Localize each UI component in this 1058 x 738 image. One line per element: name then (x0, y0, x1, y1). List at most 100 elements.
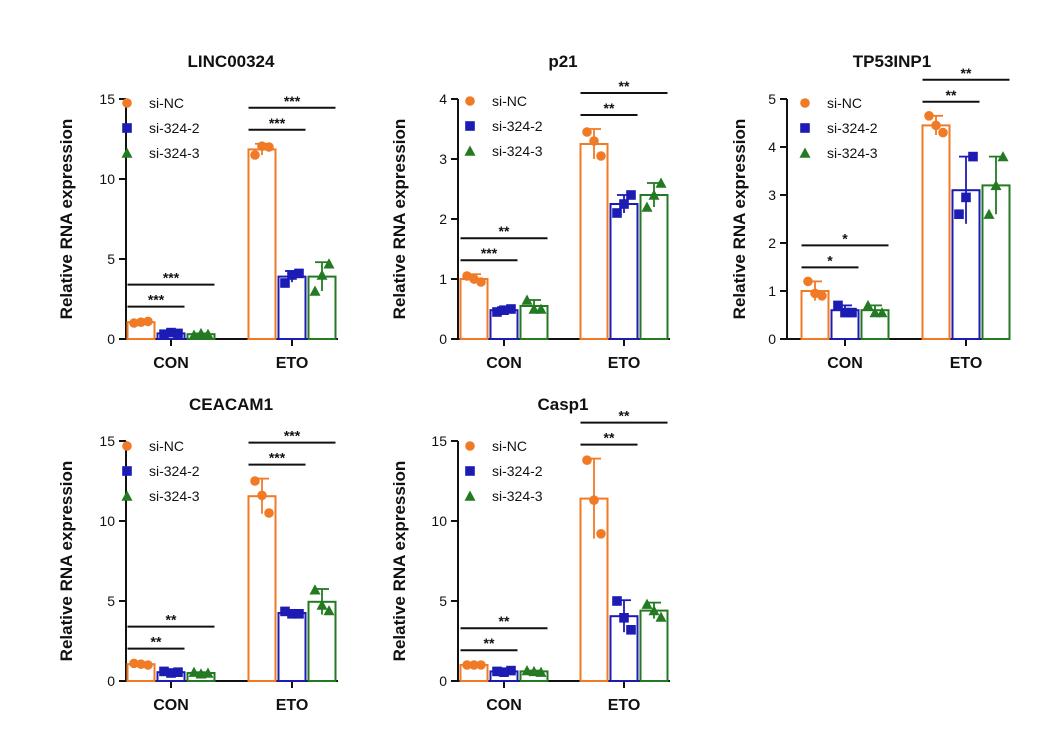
legend-label: si-324-3 (149, 145, 200, 161)
legend-label: si-NC (827, 95, 862, 111)
significance-label: *** (481, 245, 498, 261)
data-point (876, 307, 888, 318)
chart-panel-casp1: Casp1 Relative RNA expression 0 5 10 15 CON ETO… (390, 395, 670, 714)
data-point (847, 307, 857, 318)
legend-marker (122, 441, 132, 451)
data-point (589, 495, 599, 506)
data-point (257, 141, 267, 151)
data-point (983, 208, 995, 219)
data-point (655, 611, 667, 622)
data-point (492, 666, 502, 677)
data-point (626, 190, 636, 200)
y-tick-label: 3 (439, 151, 447, 167)
data-point (528, 665, 540, 677)
y-tick-label: 3 (768, 187, 776, 203)
y-tick-label: 0 (439, 673, 447, 689)
data-point (499, 305, 509, 315)
chart-title: CEACAM1 (189, 395, 273, 414)
legend-marker (464, 490, 476, 501)
data-point (129, 658, 139, 669)
bar-si-NC-ETO (921, 124, 951, 341)
bar-si-324-3-ETO (639, 194, 669, 340)
x-tick-label: CON (153, 697, 189, 714)
significance-label: *** (148, 292, 165, 308)
bar-si-NC-ETO (247, 495, 277, 683)
chart-title: p21 (548, 52, 577, 71)
significance-label: ** (961, 65, 972, 81)
data-point (961, 192, 971, 203)
bar-si-324-3-ETO (639, 609, 669, 682)
data-point (250, 476, 260, 486)
significance-label: * (842, 230, 848, 246)
y-axis-label: Relative RNA expression (57, 119, 76, 320)
data-point (264, 142, 274, 152)
y-tick-label: 4 (768, 139, 776, 155)
data-point (143, 660, 153, 670)
data-point (833, 300, 843, 311)
significance-label: ** (166, 612, 177, 628)
data-point (641, 201, 653, 212)
chart-panel-linc00324: LINC00324 Relative RNA expression 0 5 10 15 CO… (57, 52, 338, 372)
significance-label: ** (604, 100, 615, 116)
legend-marker (121, 490, 133, 501)
significance-label: ** (604, 430, 615, 446)
legend-label: si-324-3 (492, 143, 543, 159)
data-point (626, 625, 636, 635)
bar-si-324-2-ETO (277, 612, 307, 682)
data-point (499, 667, 509, 677)
data-point (280, 278, 290, 288)
data-point (323, 605, 335, 616)
legend-label: si-324-2 (492, 463, 543, 479)
data-point (264, 508, 274, 518)
data-point (990, 179, 1002, 191)
legend-label: si-324-2 (827, 120, 878, 136)
data-point (596, 151, 606, 161)
data-point (924, 111, 934, 121)
legend-marker (465, 96, 475, 106)
legend-label: si-NC (492, 438, 527, 454)
data-point (582, 455, 592, 466)
y-axis-label: Relative RNA expression (390, 461, 409, 662)
significance-label: * (827, 252, 833, 268)
y-tick-label: 0 (107, 673, 115, 689)
data-point (506, 665, 516, 676)
x-tick-label: ETO (950, 355, 983, 372)
legend-marker (799, 147, 811, 158)
data-point (931, 120, 941, 131)
chart-title: Casp1 (537, 395, 588, 414)
x-tick-label: CON (153, 355, 189, 372)
significance-label: *** (163, 270, 180, 286)
bar-si-NC-CON (459, 278, 489, 340)
data-point (129, 318, 139, 328)
legend-label: si-324-2 (149, 463, 200, 479)
data-point (492, 307, 502, 317)
data-point (612, 596, 622, 606)
data-point (309, 285, 321, 296)
data-point (173, 328, 183, 339)
data-point (810, 288, 820, 299)
data-point (136, 317, 146, 328)
data-point (294, 268, 304, 279)
y-tick-label: 15 (99, 91, 115, 107)
x-tick-label: CON (486, 697, 522, 714)
x-tick-label: CON (827, 355, 863, 372)
significance-label: ** (151, 634, 162, 650)
y-tick-label: 10 (99, 171, 115, 187)
data-point (287, 270, 297, 280)
y-axis-label: Relative RNA expression (390, 119, 409, 320)
legend-marker (122, 466, 132, 476)
data-point (862, 299, 874, 311)
x-tick-label: ETO (276, 697, 309, 714)
data-point (582, 127, 592, 137)
data-point (294, 609, 304, 619)
chart-panel-ceacam1: CEACAM1 Relative RNA expression 0 5 10 15 CON E… (57, 395, 338, 714)
significance-label: ** (946, 87, 957, 103)
legend-label: si-324-3 (492, 488, 543, 504)
x-tick-label: CON (486, 355, 522, 372)
x-tick-label: ETO (608, 697, 641, 714)
data-point (840, 307, 850, 318)
legend-marker (122, 123, 132, 133)
data-point (257, 490, 267, 501)
y-tick-label: 15 (431, 433, 447, 449)
